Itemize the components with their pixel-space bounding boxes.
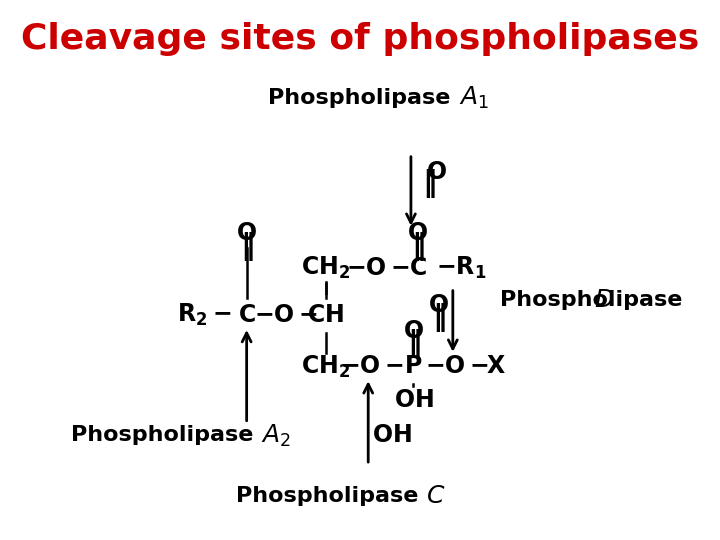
Text: $\mathbf{O}$: $\mathbf{O}$ — [426, 159, 446, 184]
Text: $\mathbf{R_2-}$: $\mathbf{R_2-}$ — [176, 302, 231, 328]
Text: $\mathbf{O}$: $\mathbf{O}$ — [428, 293, 449, 318]
Text: Phospholipase: Phospholipase — [71, 426, 261, 446]
Text: $\mathit{C}$: $\mathit{C}$ — [426, 484, 445, 509]
Text: $\mathit{D}$: $\mathit{D}$ — [594, 287, 614, 312]
Text: $\mathbf{OH}$: $\mathbf{OH}$ — [372, 423, 412, 448]
Text: $\mathbf{-O-}$: $\mathbf{-O-}$ — [346, 256, 410, 280]
Text: $\mathbf{P}$: $\mathbf{P}$ — [404, 354, 423, 379]
Text: Phospholipase: Phospholipase — [500, 289, 690, 309]
Text: $\mathbf{O}$: $\mathbf{O}$ — [403, 319, 424, 343]
Text: $\mathit{A_2}$: $\mathit{A_2}$ — [261, 422, 291, 449]
Text: $\mathbf{CH_2}$: $\mathbf{CH_2}$ — [301, 255, 350, 281]
Text: Phospholipase: Phospholipase — [269, 87, 459, 107]
Text: $\mathbf{-O-}$: $\mathbf{-O-}$ — [425, 354, 489, 379]
Text: Cleavage sites of phospholipases: Cleavage sites of phospholipases — [21, 22, 699, 56]
Text: $\mathbf{-R_1}$: $\mathbf{-R_1}$ — [436, 255, 486, 281]
Text: $\mathbf{C}$: $\mathbf{C}$ — [238, 303, 256, 327]
Text: $\mathbf{CH}$: $\mathbf{CH}$ — [307, 303, 344, 327]
Text: $\mathbf{\|}$: $\mathbf{\|}$ — [422, 167, 435, 200]
Text: $\mathbf{O}$: $\mathbf{O}$ — [236, 220, 257, 245]
Text: $\mathbf{\|}$: $\mathbf{\|}$ — [407, 327, 420, 360]
Text: $\mathbf{C}$: $\mathbf{C}$ — [409, 256, 426, 280]
Text: $\mathbf{\|}$: $\mathbf{\|}$ — [432, 301, 446, 334]
Text: $\mathbf{-O-}$: $\mathbf{-O-}$ — [341, 354, 404, 379]
Text: $\mathbf{OH}$: $\mathbf{OH}$ — [394, 388, 433, 412]
Text: $\mathbf{\|}$: $\mathbf{\|}$ — [410, 230, 424, 263]
Text: Phospholipase: Phospholipase — [235, 487, 426, 507]
Text: $\mathit{A_1}$: $\mathit{A_1}$ — [459, 85, 488, 111]
Text: $\mathbf{O}$: $\mathbf{O}$ — [407, 220, 428, 245]
Text: $\mathbf{CH_2}$: $\mathbf{CH_2}$ — [301, 353, 350, 380]
Text: $\mathbf{X}$: $\mathbf{X}$ — [486, 354, 505, 379]
Text: $\mathbf{-O-}$: $\mathbf{-O-}$ — [254, 303, 318, 327]
Text: $\mathbf{\|}$: $\mathbf{\|}$ — [240, 230, 253, 263]
